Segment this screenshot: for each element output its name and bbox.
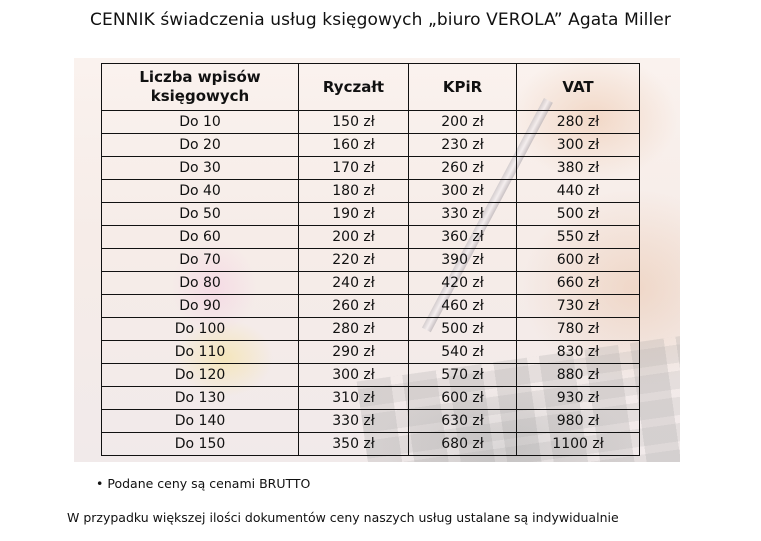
vat-cell: 1100 zł bbox=[516, 432, 640, 456]
entries-cell: Do 120 bbox=[101, 363, 299, 387]
vat-cell: 880 zł bbox=[516, 363, 640, 387]
entries-cell: Do 140 bbox=[101, 409, 299, 433]
header-kpir: KPiR bbox=[408, 63, 517, 111]
table-row: Do 10 150 zł 200 zł 280 zł bbox=[101, 110, 640, 134]
lump-sum-cell: 200 zł bbox=[298, 225, 409, 249]
kpir-cell: 680 zł bbox=[408, 432, 517, 456]
kpir-cell: 630 zł bbox=[408, 409, 517, 433]
kpir-cell: 390 zł bbox=[408, 248, 517, 272]
table-row: Do 80 240 zł 420 zł 660 zł bbox=[101, 271, 640, 295]
vat-cell: 600 zł bbox=[516, 248, 640, 272]
kpir-cell: 330 zł bbox=[408, 202, 517, 226]
header-lump-sum: Ryczałt bbox=[298, 63, 409, 111]
entries-cell: Do 70 bbox=[101, 248, 299, 272]
table-row: Do 90 260 zł 460 zł 730 zł bbox=[101, 294, 640, 318]
vat-cell: 280 zł bbox=[516, 110, 640, 134]
lump-sum-cell: 310 zł bbox=[298, 386, 409, 410]
footer-text: W przypadku większej ilości dokumentów c… bbox=[67, 510, 619, 525]
entries-cell: Do 150 bbox=[101, 432, 299, 456]
price-table: Liczba wpisów księgowych Ryczałt KPiR VA… bbox=[101, 63, 640, 456]
table-row: Do 140 330 zł 630 zł 980 zł bbox=[101, 409, 640, 433]
table-row: Do 30 170 zł 260 zł 380 zł bbox=[101, 156, 640, 180]
document-title: CENNIK świadczenia usług księgowych „biu… bbox=[90, 10, 671, 30]
entries-cell: Do 110 bbox=[101, 340, 299, 364]
kpir-cell: 600 zł bbox=[408, 386, 517, 410]
table-row: Do 40 180 zł 300 zł 440 zł bbox=[101, 179, 640, 203]
header-entries: Liczba wpisów księgowych bbox=[101, 63, 299, 111]
lump-sum-cell: 280 zł bbox=[298, 317, 409, 341]
entries-cell: Do 90 bbox=[101, 294, 299, 318]
lump-sum-cell: 160 zł bbox=[298, 133, 409, 157]
kpir-cell: 540 zł bbox=[408, 340, 517, 364]
lump-sum-cell: 180 zł bbox=[298, 179, 409, 203]
entries-cell: Do 60 bbox=[101, 225, 299, 249]
entries-cell: Do 20 bbox=[101, 133, 299, 157]
table-row: Do 70 220 zł 390 zł 600 zł bbox=[101, 248, 640, 272]
vat-cell: 830 zł bbox=[516, 340, 640, 364]
table-row: Do 100 280 zł 500 zł 780 zł bbox=[101, 317, 640, 341]
table-row: Do 60 200 zł 360 zł 550 zł bbox=[101, 225, 640, 249]
bullet-icon: • bbox=[96, 476, 104, 491]
kpir-cell: 360 zł bbox=[408, 225, 517, 249]
vat-cell: 660 zł bbox=[516, 271, 640, 295]
kpir-cell: 300 zł bbox=[408, 179, 517, 203]
gross-price-note: • Podane ceny są cenami BRUTTO bbox=[96, 476, 310, 491]
header-vat: VAT bbox=[516, 63, 640, 111]
lump-sum-cell: 260 zł bbox=[298, 294, 409, 318]
kpir-cell: 200 zł bbox=[408, 110, 517, 134]
price-table-body: Do 10 150 zł 200 zł 280 zł Do 20 160 zł 230 zł… bbox=[101, 110, 640, 456]
kpir-cell: 260 zł bbox=[408, 156, 517, 180]
table-row: Do 150 350 zł 680 zł 1100 zł bbox=[101, 432, 640, 456]
kpir-cell: 570 zł bbox=[408, 363, 517, 387]
vat-cell: 500 zł bbox=[516, 202, 640, 226]
lump-sum-cell: 240 zł bbox=[298, 271, 409, 295]
entries-cell: Do 50 bbox=[101, 202, 299, 226]
vat-cell: 930 zł bbox=[516, 386, 640, 410]
lump-sum-cell: 290 zł bbox=[298, 340, 409, 364]
lump-sum-cell: 190 zł bbox=[298, 202, 409, 226]
vat-cell: 380 zł bbox=[516, 156, 640, 180]
lump-sum-cell: 330 zł bbox=[298, 409, 409, 433]
vat-cell: 980 zł bbox=[516, 409, 640, 433]
lump-sum-cell: 170 zł bbox=[298, 156, 409, 180]
vat-cell: 300 zł bbox=[516, 133, 640, 157]
lump-sum-cell: 150 zł bbox=[298, 110, 409, 134]
vat-cell: 550 zł bbox=[516, 225, 640, 249]
table-row: Do 20 160 zł 230 zł 300 zł bbox=[101, 133, 640, 157]
entries-cell: Do 80 bbox=[101, 271, 299, 295]
table-row: Do 110 290 zł 540 zł 830 zł bbox=[101, 340, 640, 364]
vat-cell: 780 zł bbox=[516, 317, 640, 341]
entries-cell: Do 30 bbox=[101, 156, 299, 180]
entries-cell: Do 10 bbox=[101, 110, 299, 134]
entries-cell: Do 130 bbox=[101, 386, 299, 410]
table-row: Do 120 300 zł 570 zł 880 zł bbox=[101, 363, 640, 387]
vat-cell: 730 zł bbox=[516, 294, 640, 318]
table-row: Do 130 310 zł 600 zł 930 zł bbox=[101, 386, 640, 410]
lump-sum-cell: 350 zł bbox=[298, 432, 409, 456]
kpir-cell: 230 zł bbox=[408, 133, 517, 157]
lump-sum-cell: 300 zł bbox=[298, 363, 409, 387]
vat-cell: 440 zł bbox=[516, 179, 640, 203]
table-row: Do 50 190 zł 330 zł 500 zł bbox=[101, 202, 640, 226]
kpir-cell: 420 zł bbox=[408, 271, 517, 295]
lump-sum-cell: 220 zł bbox=[298, 248, 409, 272]
kpir-cell: 460 zł bbox=[408, 294, 517, 318]
note-text: Podane ceny są cenami BRUTTO bbox=[107, 476, 311, 491]
table-header-row: Liczba wpisów księgowych Ryczałt KPiR VA… bbox=[101, 63, 640, 111]
entries-cell: Do 40 bbox=[101, 179, 299, 203]
entries-cell: Do 100 bbox=[101, 317, 299, 341]
kpir-cell: 500 zł bbox=[408, 317, 517, 341]
